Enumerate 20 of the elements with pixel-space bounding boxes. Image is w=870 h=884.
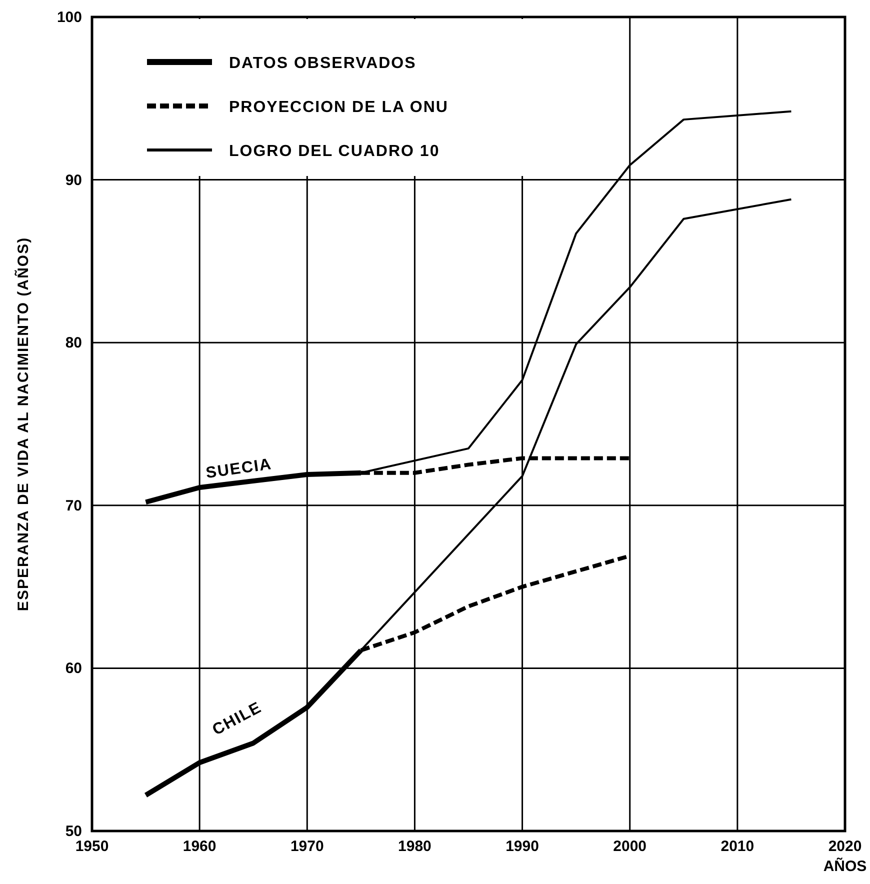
x-tick-label: 2000 [613,838,647,855]
x-tick-label: 1970 [290,838,324,855]
x-tick-label: 1960 [182,838,216,855]
y-tick-label: 70 [65,497,82,514]
y-axis-title: ESPERANZA DE VIDA AL NACIMIENTO (AÑOS) [14,236,32,612]
y-tick-label: 80 [65,334,82,352]
legend-label: LOGRO DEL CUADRO 10 [229,143,440,160]
legend-label: DATOS OBSERVADOS [229,55,416,72]
x-axis-title: AÑOS [823,857,867,875]
y-tick-label: 90 [65,172,82,189]
x-tick-label: 2020 [828,838,862,855]
y-tick-label: 100 [56,9,82,26]
annotation: SUECIA [204,456,274,482]
x-tick-label: 1980 [398,838,432,855]
x-tick-label: 2010 [720,838,754,855]
y-tick-label: 50 [65,823,82,840]
y-tick-label: 60 [65,660,82,678]
x-tick-label: 1990 [506,838,539,855]
legend-label: PROYECCION DE LA ONU [229,99,448,116]
x-tick-label: 1950 [75,838,109,855]
